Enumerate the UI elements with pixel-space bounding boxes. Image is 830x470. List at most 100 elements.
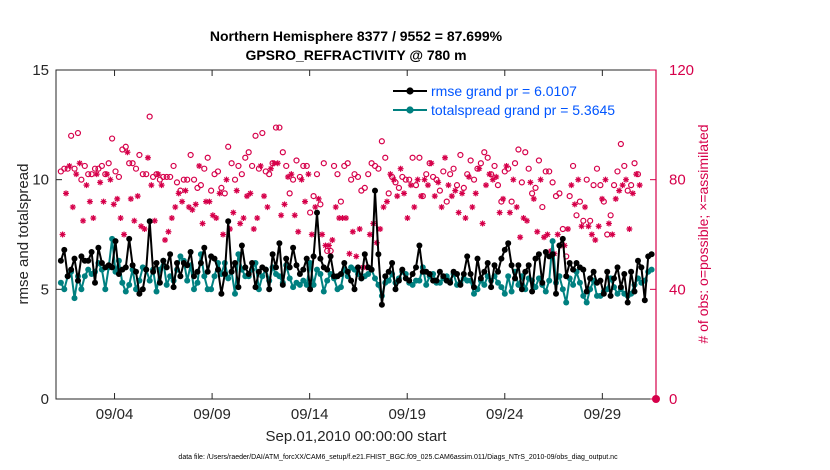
totalspread-point	[385, 277, 392, 284]
x-tick-label: 09/09	[193, 406, 231, 423]
y-tick-label: 15	[32, 62, 49, 79]
obs-possible-point	[631, 160, 638, 167]
obs-assimilated-point	[220, 231, 227, 238]
rmse-point	[300, 266, 307, 273]
rmse-point	[194, 268, 201, 275]
obs-possible-point	[484, 154, 491, 161]
obs-assimilated-point	[496, 209, 503, 216]
rmse-point	[341, 260, 348, 266]
obs-assimilated-point	[281, 201, 288, 208]
totalspread-point	[317, 271, 324, 277]
obs-possible-point	[494, 182, 502, 189]
rmse-point	[95, 244, 102, 251]
obs-possible-point	[112, 168, 119, 175]
rmse-point	[201, 244, 208, 251]
obs-possible-point	[204, 154, 211, 161]
rmse-point	[139, 286, 146, 293]
obs-assimilated-point	[448, 193, 455, 200]
obs-possible-point	[583, 176, 590, 183]
obs-assimilated-point	[284, 173, 291, 180]
y-axis-ticks: 0 5 10 15	[32, 62, 62, 408]
obs-possible-point	[187, 151, 194, 159]
obs-assimilated-point	[517, 234, 524, 241]
rmse-point	[635, 257, 641, 264]
obs-assimilated-point	[202, 198, 209, 205]
obs-possible-point	[628, 182, 635, 189]
obs-possible-point	[170, 162, 177, 170]
rmse-point	[563, 273, 570, 280]
obs-assimilated-point	[179, 198, 186, 205]
obs-possible-point	[218, 184, 225, 191]
rmse-point	[501, 246, 508, 253]
rmse-point	[392, 286, 399, 293]
rmse-point	[228, 268, 235, 275]
obs-possible-point	[378, 138, 385, 145]
obs-assimilated-point	[59, 231, 66, 238]
rmse-point	[498, 255, 505, 262]
obs-assimilated-point	[401, 190, 408, 197]
obs-assimilated-point	[346, 250, 353, 257]
totalspread-point	[365, 271, 372, 277]
obs-assimilated-point	[151, 217, 158, 224]
obs-possible-point	[132, 165, 140, 172]
totalspread-point	[310, 281, 317, 288]
obs-assimilated-point	[124, 149, 131, 156]
obs-assimilated-point	[394, 193, 401, 200]
obs-assimilated-point	[196, 162, 203, 169]
totalspread-point	[505, 273, 512, 280]
y2-tick-label: 0	[669, 391, 677, 408]
totalspread-point	[576, 279, 583, 286]
obs-assimilated-point	[629, 190, 636, 197]
totalspread-point	[498, 284, 505, 291]
obs-assimilated-point	[523, 217, 530, 224]
obs-possible-point	[310, 193, 317, 200]
rmse-point	[611, 275, 617, 282]
obs-possible-point	[108, 135, 116, 142]
obs-possible-point	[252, 132, 259, 139]
obs-assimilated-point	[336, 215, 343, 222]
rmse-point	[495, 268, 501, 275]
rmse-point	[197, 260, 204, 266]
obs-possible-point	[337, 198, 344, 205]
rmse-point	[276, 240, 283, 247]
obs-possible-point	[180, 176, 187, 183]
obs-assimilated-point	[561, 242, 568, 249]
obs-assimilated-point	[103, 171, 110, 178]
rmse-point	[232, 260, 238, 266]
rmse-point	[303, 255, 310, 262]
rmse-point	[553, 290, 559, 297]
rmse-point	[624, 299, 631, 306]
legend-rmse-label: rmse grand pr = 6.0107	[431, 83, 577, 99]
obs-possible-point	[532, 184, 539, 191]
obs-assimilated-point	[445, 182, 452, 189]
obs-possible-point	[307, 209, 314, 216]
obs-possible-point	[518, 179, 525, 186]
totalspread-point	[508, 288, 515, 295]
rmse-point	[525, 262, 532, 269]
totalspread-point	[163, 281, 170, 288]
rmse-point	[129, 262, 136, 269]
x-tick-label: 09/24	[486, 406, 524, 423]
rmse-point	[399, 266, 406, 273]
obs-assimilated-point	[595, 223, 602, 230]
obs-possible-point	[279, 149, 286, 156]
totalspread-point	[542, 288, 549, 295]
obs-possible-point	[317, 201, 324, 208]
rmse-point	[508, 262, 515, 269]
obs-possible-point	[68, 132, 75, 139]
totalspread-point	[307, 260, 314, 266]
obs-possible-point	[238, 171, 245, 178]
obs-assimilated-point	[383, 198, 390, 205]
obs-possible-point	[300, 162, 307, 170]
rmse-point	[355, 264, 361, 271]
rmse-point	[235, 284, 242, 291]
totalspread-point	[126, 281, 133, 288]
rmse-point	[471, 284, 477, 291]
obs-possible-point	[167, 173, 174, 181]
rmse-point	[375, 251, 382, 258]
obs-assimilated-point	[626, 226, 633, 233]
y-tick-label: 0	[41, 391, 49, 408]
rmse-point	[170, 284, 177, 291]
obs-assimilated-point	[404, 215, 411, 222]
obs-assimilated-point	[510, 176, 517, 183]
